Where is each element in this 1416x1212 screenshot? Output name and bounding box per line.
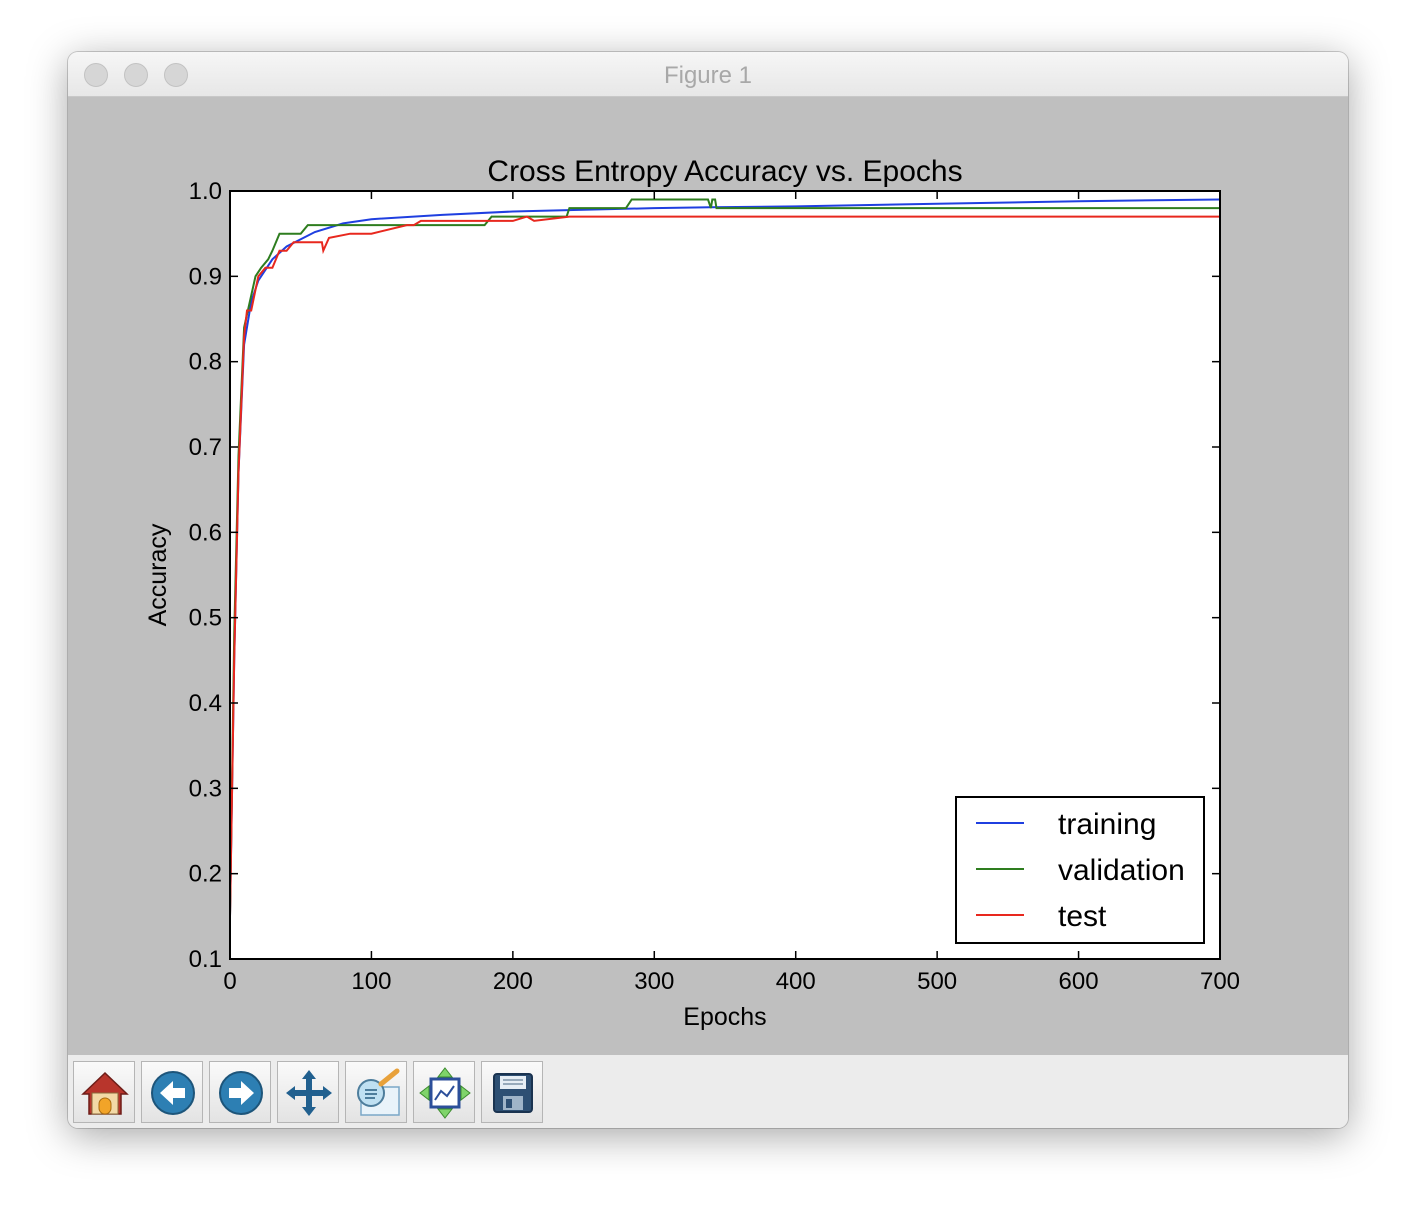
plot-frame (229, 190, 1221, 960)
figure-window: Figure 1 0 100 200 300 400 500 600 700 0.1 0.2 0.3… (68, 52, 1348, 1128)
home-icon (81, 1071, 129, 1115)
legend-label-validation: validation (1058, 854, 1185, 887)
y-tick-label: 0.5 (189, 605, 222, 632)
forward-arrow-icon (219, 1071, 263, 1115)
save-button[interactable] (481, 1061, 543, 1123)
zoom-window-button[interactable] (164, 63, 188, 87)
back-arrow-icon (151, 1071, 195, 1115)
configure-subplots-icon (419, 1067, 471, 1119)
save-icon (493, 1073, 533, 1113)
y-tick-label: 0.9 (189, 263, 222, 290)
x-tick-label: 600 (1059, 968, 1099, 995)
accuracy-chart: 0 100 200 300 400 500 600 700 0.1 0.2 0.3 0.4 0.5 0.6… (144, 155, 1240, 1031)
chart-title: Cross Entropy Accuracy vs. Epochs (487, 155, 962, 188)
series-line-validation (229, 198, 1220, 917)
legend-label-training: training (1058, 808, 1156, 841)
y-tick-label: 0.4 (189, 690, 222, 717)
x-tick-label: 500 (917, 968, 957, 995)
y-tick-label: 0.2 (189, 861, 222, 888)
title-bar: Figure 1 (68, 52, 1348, 97)
window-title: Figure 1 (663, 62, 753, 89)
x-tick-label: 400 (776, 968, 816, 995)
y-tick-label: 0.8 (189, 349, 222, 376)
x-tick-label: 700 (1200, 968, 1240, 995)
y-tick-label: 0.1 (189, 946, 222, 973)
series-line-training (229, 198, 1221, 917)
navigation-toolbar (68, 1055, 1348, 1128)
series-line-test (229, 215, 1220, 917)
back-button[interactable] (141, 1061, 203, 1123)
home-button[interactable] (73, 1061, 135, 1123)
legend: training validation test (955, 796, 1205, 944)
forward-button[interactable] (209, 1061, 271, 1123)
y-axis-label: Accuracy (144, 523, 172, 626)
zoom-icon (357, 1068, 400, 1116)
legend-label-test: test (1058, 900, 1107, 933)
configure-subplots-button[interactable] (413, 1061, 475, 1123)
x-tick-label: 100 (351, 968, 391, 995)
y-tick-label: 1.0 (189, 178, 222, 205)
figure-canvas: 0 100 200 300 400 500 600 700 0.1 0.2 0.3 0.4 0.5 0.6… (68, 97, 1348, 1055)
x-tick-label: 200 (493, 968, 533, 995)
y-tick-label: 0.6 (189, 519, 222, 546)
pan-button[interactable] (277, 1061, 339, 1123)
y-tick-label: 0.3 (189, 775, 222, 802)
x-axis-label: Epochs (683, 1003, 766, 1031)
zoom-button[interactable] (345, 1061, 407, 1123)
pan-icon (286, 1070, 332, 1116)
y-tick-label: 0.7 (189, 434, 222, 461)
x-tick-label: 0 (223, 968, 236, 995)
close-window-button[interactable] (84, 63, 108, 87)
minimize-window-button[interactable] (124, 63, 148, 87)
x-tick-label: 300 (634, 968, 674, 995)
